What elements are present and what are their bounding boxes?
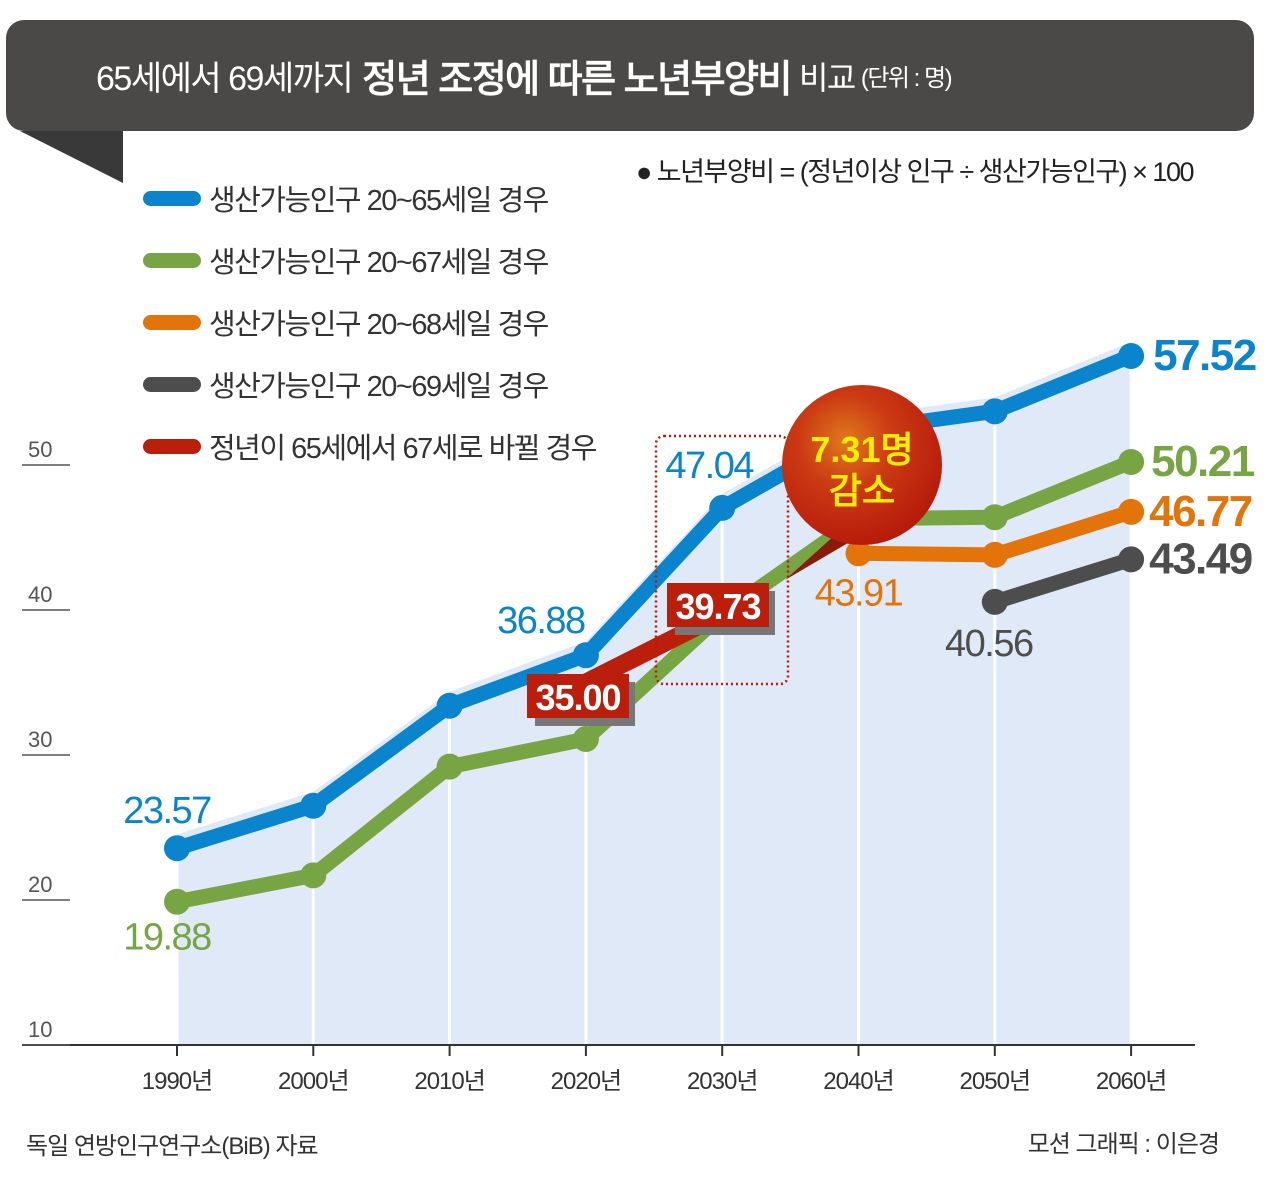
label-box bbox=[667, 583, 769, 627]
data-point bbox=[845, 540, 872, 567]
data-point bbox=[1118, 546, 1145, 573]
legend-swatch bbox=[143, 190, 201, 206]
legend-swatch bbox=[143, 376, 201, 392]
data-point bbox=[981, 541, 1008, 568]
data-label: 46.77 bbox=[1149, 487, 1252, 536]
title-main: 정년 조정에 따른 노년부양비 bbox=[362, 59, 792, 101]
legend-item: 생산가능인구 20~68세일 경우 bbox=[143, 302, 549, 342]
data-label: 35.00 bbox=[535, 677, 620, 718]
data-point bbox=[981, 588, 1008, 615]
title-unit: (단위 : 명) bbox=[860, 65, 953, 92]
callout-bubble bbox=[782, 385, 942, 545]
data-label: 43.49 bbox=[1149, 534, 1252, 583]
banner-fold bbox=[20, 131, 123, 183]
data-label: 57.52 bbox=[1153, 331, 1256, 380]
data-point bbox=[981, 398, 1008, 425]
y-tick-label: 50 bbox=[28, 437, 52, 462]
formula: ● 노년부양비 = (정년이상 인구 ÷ 생산가능인구) × 100 bbox=[636, 157, 1194, 187]
title-part1: 65세에서 69세까지 bbox=[96, 60, 354, 98]
callout-text: 감소 bbox=[829, 470, 895, 511]
x-tick-label: 1990년 bbox=[142, 1068, 212, 1095]
data-label: 36.88 bbox=[497, 600, 585, 642]
data-label: 47.04 bbox=[665, 445, 754, 487]
y-tick-label: 30 bbox=[28, 727, 52, 752]
x-tick-label: 2050년 bbox=[960, 1068, 1030, 1095]
x-tick-label: 2020년 bbox=[551, 1068, 621, 1095]
x-tick-label: 2030년 bbox=[687, 1068, 757, 1095]
x-tick-label: 2010년 bbox=[414, 1068, 484, 1095]
legend-label: 생산가능인구 20~68세일 경우 bbox=[209, 309, 549, 341]
data-label: 23.57 bbox=[123, 790, 211, 832]
data-label: 39.73 bbox=[675, 586, 760, 627]
x-tick-label: 2000년 bbox=[278, 1068, 348, 1095]
data-point bbox=[1118, 498, 1145, 525]
legend-label: 생산가능인구 20~67세일 경우 bbox=[209, 247, 549, 279]
data-point bbox=[1118, 448, 1145, 475]
legend-swatch bbox=[143, 252, 201, 268]
y-tick-label: 40 bbox=[28, 582, 52, 607]
series-line bbox=[992, 552, 1134, 610]
legend-item: 생산가능인구 20~69세일 경우 bbox=[143, 364, 549, 404]
data-point bbox=[709, 494, 736, 521]
data-label: 50.21 bbox=[1151, 437, 1255, 486]
title-part3: 비교 bbox=[798, 59, 856, 96]
x-tick-label: 2060년 bbox=[1096, 1068, 1166, 1095]
x-tick-label: 2040년 bbox=[823, 1068, 893, 1095]
source-note: 독일 연방인구연구소(BiB) 자료 bbox=[26, 1133, 319, 1160]
highlight-box bbox=[654, 434, 790, 686]
y-tick-label: 10 bbox=[28, 1017, 52, 1042]
label-box bbox=[527, 674, 629, 718]
y-tick-label: 20 bbox=[28, 872, 52, 897]
legend-label: 생산가능인구 20~69세일 경우 bbox=[209, 371, 549, 403]
legend-label: 정년이 65세에서 67세로 바뀔 경우 bbox=[209, 433, 597, 465]
data-point bbox=[572, 642, 599, 669]
legend-item: 정년이 65세에서 67세로 바뀔 경우 bbox=[143, 426, 597, 466]
data-point bbox=[300, 862, 327, 889]
data-label: 19.88 bbox=[123, 917, 211, 959]
callout-text: 7.31명 bbox=[810, 429, 913, 470]
data-label: 43.91 bbox=[815, 572, 903, 614]
legend-swatch bbox=[143, 438, 201, 454]
data-point bbox=[572, 726, 599, 753]
title-banner: 65세에서 69세까지 정년 조정에 따른 노년부양비 비교 (단위 : 명) bbox=[6, 20, 1254, 131]
legend-item: 생산가능인구 20~67세일 경우 bbox=[143, 240, 549, 280]
data-point bbox=[1118, 342, 1145, 369]
legend-swatch bbox=[143, 314, 201, 330]
series-line bbox=[174, 349, 1134, 856]
legend-label: 생산가능인구 20~65세일 경우 bbox=[209, 185, 549, 217]
data-label: 40.56 bbox=[945, 623, 1033, 665]
data-point bbox=[164, 888, 190, 915]
data-point bbox=[436, 753, 463, 780]
series-line bbox=[175, 455, 1134, 910]
credit-note: 모션 그래픽 : 이은경 bbox=[1027, 1131, 1220, 1158]
data-point bbox=[300, 792, 327, 819]
data-point bbox=[164, 835, 190, 862]
data-point bbox=[436, 692, 463, 719]
legend-item: 생산가능인구 20~65세일 경우 bbox=[143, 178, 549, 218]
data-point bbox=[981, 504, 1008, 531]
